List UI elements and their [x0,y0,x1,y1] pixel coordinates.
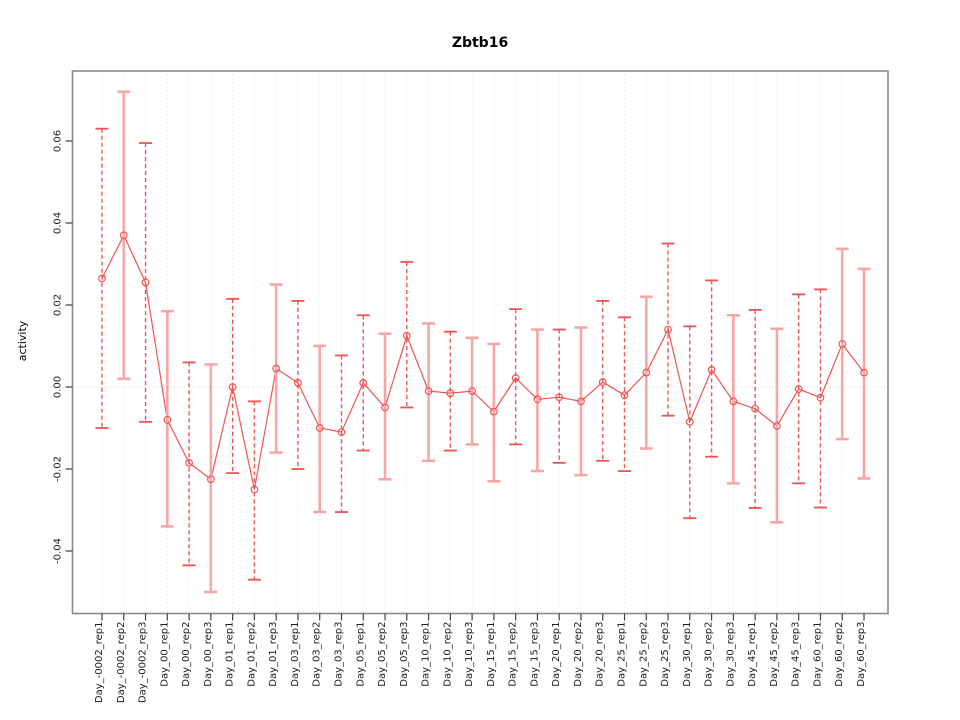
data-point-marker [141,278,150,287]
x-tick-label: Day_30_rep2 [704,622,715,687]
x-tick-label: Day_15_rep3 [529,622,540,687]
x-tick-label: Day_-0002_rep2 [116,622,127,704]
x-tick-label: Day_10_rep1 [421,622,432,687]
x-tick-label: Day_03_rep2 [312,622,323,687]
series-line [101,233,865,490]
x-tick-label: Day_25_rep2 [638,622,649,687]
x-tick-label: Day_20_rep3 [595,622,606,687]
data-point-marker [228,383,237,391]
data-point-marker [315,424,324,432]
x-tick-label: Day_01_rep2 [246,622,257,687]
data-point-marker [664,325,672,334]
x-tick-label: Day_00_rep1 [159,622,170,687]
data-point-marker [794,385,803,393]
data-point-marker [773,422,781,430]
x-tick-label: Day_20_rep2 [573,622,584,687]
x-tick-label: Day_25_rep1 [617,622,628,687]
gridlines-group [72,71,888,614]
x-tick-label: Day_05_rep1 [355,622,366,687]
y-tick-label: 0.06 [53,130,64,152]
data-point-marker [381,403,389,412]
data-point-marker [620,391,629,400]
x-tick-label: Day_25_rep3 [660,622,671,687]
data-point-marker [642,368,651,377]
data-point-marker [816,393,825,402]
y-tick-label: -0.04 [53,538,64,564]
data-point-marker [119,231,128,240]
y-tick-label: 0.04 [53,212,64,234]
y-tick-label: 0.02 [53,294,64,316]
x-tick-label: Day_05_rep3 [399,622,410,687]
data-point-marker [446,389,455,398]
data-point-marker [337,428,346,437]
x-tick-label: Day_-0002_rep1 [94,622,105,704]
data-point-marker [707,365,716,374]
data-point-marker [860,368,868,377]
data-point-marker [185,458,193,467]
data-point-marker [685,417,694,426]
data-point-marker [555,393,564,402]
x-tick-label: Day_-0002_rep3 [138,622,149,704]
x-tick-label: Day_45_rep2 [769,622,780,687]
x-tick-label: Day_01_rep1 [225,622,236,687]
x-tick-label: Day_05_rep2 [377,622,388,687]
data-point-marker [751,404,760,413]
data-point-marker [577,397,585,406]
chart-title: Zbtb16 [452,35,508,51]
data-point-marker [272,364,281,373]
x-tick-label: Day_10_rep3 [464,622,475,687]
data-point-marker [294,379,302,387]
y-axis-title: activity [16,320,29,361]
data-point-marker [511,374,520,382]
data-point-marker [468,387,477,396]
data-point-marker [533,395,542,404]
data-point-marker [163,415,172,424]
data-point-marker [359,379,368,387]
x-tick-label: Day_00_rep2 [181,622,192,687]
x-tick-label: Day_30_rep3 [725,622,736,687]
data-point-marker [402,331,411,340]
x-tick-label: Day_03_rep3 [333,622,344,687]
x-tick-label: Day_60_rep1 [812,622,823,687]
y-tick-label: 0.00 [53,376,64,398]
x-tick-label: Day_15_rep1 [486,622,497,687]
x-tick-label: Day_20_rep1 [551,622,562,687]
data-point-marker [729,397,738,406]
x-tick-label: Day_00_rep3 [203,622,214,687]
x-tick-label: Day_03_rep1 [290,622,301,687]
x-tick-label: Day_60_rep3 [856,622,867,687]
data-point-marker [489,407,498,416]
axes-group: 0.06 0.04 0.02 0.00 -0.02 -0.04 Day_-0002_rep1… [53,70,889,704]
plot-border [71,70,889,615]
x-tick-label: Day_15_rep2 [508,622,519,687]
x-tick-label: Day_45_rep3 [791,622,802,687]
y-tick-label: -0.02 [53,456,64,482]
data-point-marker [424,387,433,396]
x-tick-label: Day_60_rep2 [834,622,845,687]
data-point-marker [598,378,607,386]
data-point-marker [838,340,847,348]
data-point-marker [250,485,259,494]
data-point-marker [206,475,215,484]
x-tick-label: Day_10_rep2 [442,622,453,687]
x-tick-label: Day_30_rep1 [682,622,693,687]
x-tick-label: Day_01_rep3 [268,622,279,687]
data-series-group [95,90,871,594]
x-tick-label: Day_45_rep1 [747,622,758,687]
data-point-marker [98,274,106,283]
